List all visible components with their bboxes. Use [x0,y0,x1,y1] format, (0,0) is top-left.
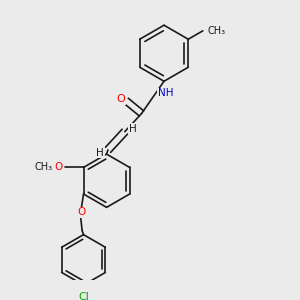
Text: CH₃: CH₃ [207,26,225,36]
Text: H: H [96,148,104,158]
Text: O: O [117,94,125,104]
Text: Cl: Cl [78,292,89,300]
Text: O: O [77,207,86,217]
Text: H: H [129,124,136,134]
Text: O: O [55,162,63,172]
Text: CH₃: CH₃ [34,162,53,172]
Text: NH: NH [158,88,173,98]
